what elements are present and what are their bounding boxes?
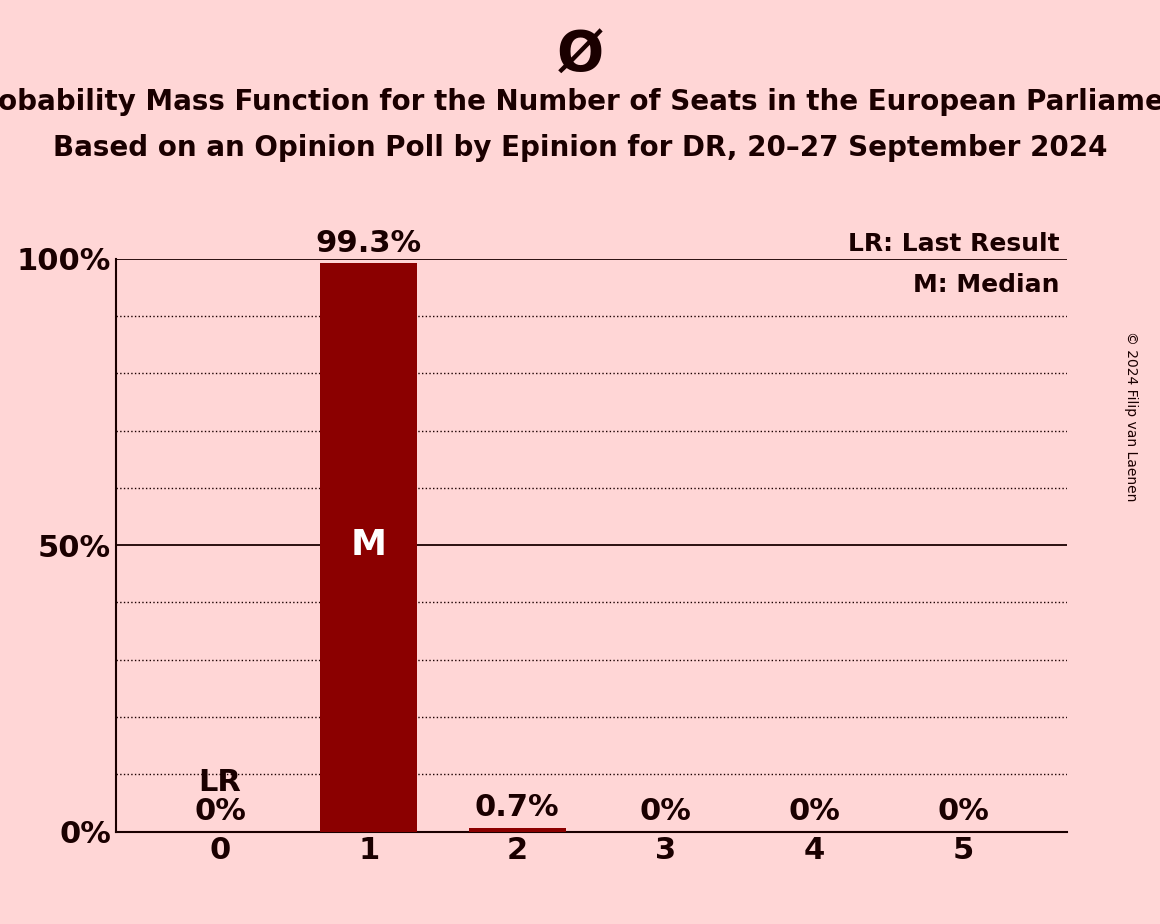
Text: Based on an Opinion Poll by Epinion for DR, 20–27 September 2024: Based on an Opinion Poll by Epinion for … xyxy=(52,134,1108,162)
Text: 99.3%: 99.3% xyxy=(316,228,422,258)
Text: Probability Mass Function for the Number of Seats in the European Parliament: Probability Mass Function for the Number… xyxy=(0,88,1160,116)
Text: LR: LR xyxy=(198,769,241,797)
Text: M: M xyxy=(350,529,386,562)
Text: © 2024 Filip van Laenen: © 2024 Filip van Laenen xyxy=(1124,331,1138,501)
Text: 0%: 0% xyxy=(194,797,246,826)
Text: M: Median: M: Median xyxy=(913,274,1060,297)
Text: 0%: 0% xyxy=(789,797,841,826)
Bar xyxy=(469,828,566,832)
Text: LR: Last Result: LR: Last Result xyxy=(848,232,1060,256)
Text: Ø: Ø xyxy=(557,28,603,81)
Text: 0.7%: 0.7% xyxy=(474,794,559,822)
Bar xyxy=(320,262,416,832)
Text: 0%: 0% xyxy=(640,797,691,826)
Text: 0%: 0% xyxy=(937,797,989,826)
